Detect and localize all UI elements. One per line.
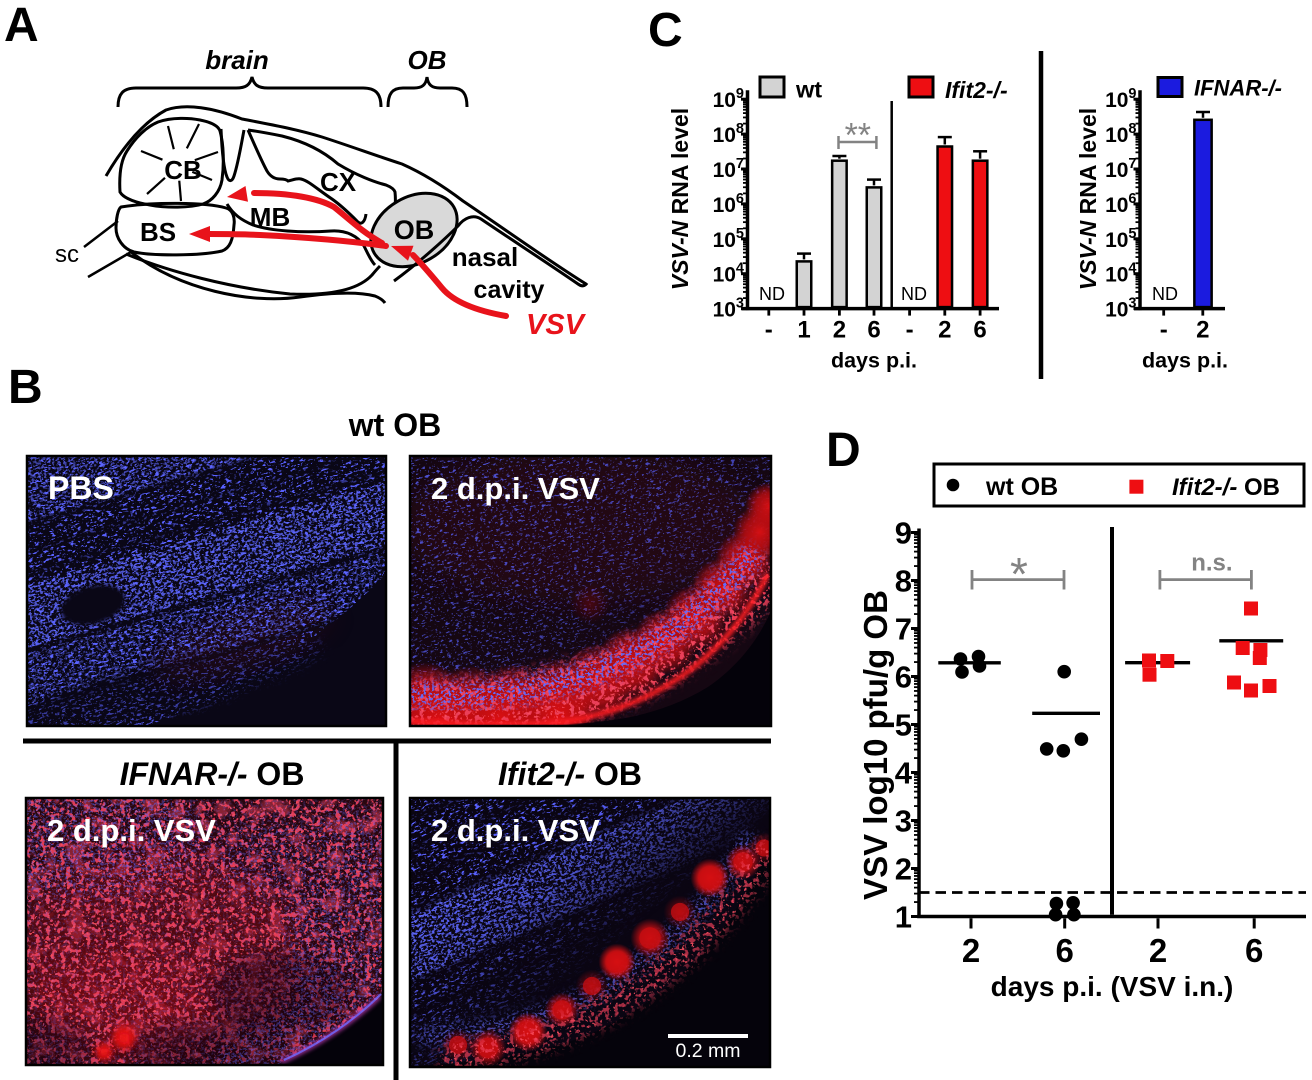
svg-text:**: **: [845, 117, 871, 155]
svg-text:2: 2: [1149, 932, 1167, 969]
svg-text:D: D: [826, 424, 861, 477]
svg-text:CX: CX: [320, 167, 357, 197]
svg-text:MB: MB: [250, 202, 290, 232]
svg-text:VSV-N RNA level: VSV-N RNA level: [1075, 108, 1101, 290]
svg-text:2: 2: [1196, 317, 1209, 344]
svg-text:Ifit2-/- OB: Ifit2-/- OB: [498, 756, 642, 792]
svg-text:6: 6: [973, 317, 986, 344]
svg-text:9: 9: [895, 516, 912, 551]
svg-text:wt OB: wt OB: [985, 473, 1058, 501]
svg-text:days p.i. (VSV i.n.): days p.i. (VSV i.n.): [991, 971, 1234, 1002]
svg-text:cavity: cavity: [474, 276, 545, 304]
svg-text:6: 6: [1056, 932, 1074, 969]
svg-text:brain: brain: [205, 45, 269, 75]
svg-text:PBS: PBS: [48, 470, 114, 506]
svg-text:109: 109: [1105, 86, 1136, 112]
svg-text:nasal: nasal: [452, 242, 519, 272]
svg-text:*: *: [1010, 548, 1028, 600]
svg-text:Ifit2-/- OB: Ifit2-/- OB: [1172, 474, 1280, 501]
svg-text:1: 1: [797, 317, 810, 344]
svg-text:IFNAR-/-: IFNAR-/-: [1194, 76, 1282, 101]
svg-text:ND: ND: [901, 284, 927, 304]
svg-text:C: C: [648, 4, 683, 57]
svg-text:wt: wt: [795, 77, 822, 103]
svg-text:2: 2: [938, 317, 951, 344]
svg-text:ND: ND: [759, 284, 785, 304]
svg-text:6: 6: [1245, 932, 1263, 969]
svg-text:7: 7: [895, 612, 912, 647]
svg-text:-: -: [906, 317, 914, 344]
svg-text:2 d.p.i. VSV: 2 d.p.i. VSV: [431, 471, 600, 506]
svg-text:VSV log10 pfu/g OB: VSV log10 pfu/g OB: [857, 590, 894, 900]
svg-text:days p.i.: days p.i.: [1142, 349, 1228, 373]
svg-text:-: -: [765, 317, 773, 344]
svg-text:8: 8: [895, 564, 912, 599]
svg-text:B: B: [8, 361, 43, 414]
svg-text:wt OB: wt OB: [348, 407, 441, 443]
svg-text:days p.i.: days p.i.: [831, 349, 917, 373]
svg-text:n.s.: n.s.: [1191, 550, 1232, 577]
svg-text:3: 3: [895, 804, 912, 839]
svg-text:IFNAR-/- OB: IFNAR-/- OB: [120, 756, 305, 792]
svg-text:Ifit2-/-: Ifit2-/-: [945, 77, 1008, 103]
svg-text:2: 2: [962, 932, 980, 969]
svg-text:6: 6: [867, 317, 880, 344]
svg-text:VSV: VSV: [526, 309, 587, 341]
svg-text:0.2 mm: 0.2 mm: [675, 1040, 740, 1062]
svg-text:2 d.p.i. VSV: 2 d.p.i. VSV: [47, 813, 216, 848]
svg-text:4: 4: [895, 756, 913, 791]
svg-text:1: 1: [895, 900, 912, 935]
svg-text:OB: OB: [394, 215, 435, 245]
svg-text:5: 5: [895, 708, 912, 743]
svg-text:ND: ND: [1152, 284, 1178, 304]
svg-text:2: 2: [833, 317, 846, 344]
svg-text:2: 2: [895, 852, 912, 887]
svg-text:2 d.p.i. VSV: 2 d.p.i. VSV: [431, 813, 600, 848]
svg-text:BS: BS: [140, 217, 176, 247]
svg-text:A: A: [4, 0, 39, 52]
svg-text:6: 6: [895, 660, 912, 695]
svg-text:-: -: [1160, 317, 1168, 344]
svg-text:VSV-N RNA level: VSV-N RNA level: [667, 108, 693, 290]
svg-text:sc: sc: [55, 241, 79, 268]
svg-text:OB: OB: [408, 45, 447, 75]
svg-text:CB: CB: [164, 155, 202, 185]
